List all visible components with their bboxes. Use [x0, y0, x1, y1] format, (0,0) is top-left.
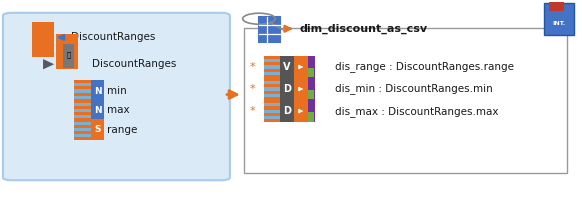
Text: DiscountRanges: DiscountRanges: [92, 59, 176, 69]
Text: V: V: [283, 62, 290, 72]
FancyBboxPatch shape: [308, 100, 315, 122]
FancyBboxPatch shape: [244, 28, 567, 173]
Text: dim_discount_as_csv: dim_discount_as_csv: [300, 24, 428, 34]
FancyBboxPatch shape: [264, 56, 280, 78]
FancyBboxPatch shape: [280, 100, 294, 122]
FancyBboxPatch shape: [74, 80, 91, 102]
Text: max: max: [107, 105, 129, 115]
Text: N: N: [94, 106, 102, 115]
FancyBboxPatch shape: [74, 99, 91, 103]
Text: *: *: [249, 84, 255, 94]
Polygon shape: [43, 59, 54, 69]
Text: *: *: [249, 62, 255, 72]
FancyBboxPatch shape: [264, 56, 280, 59]
Text: min: min: [107, 86, 126, 96]
FancyBboxPatch shape: [74, 80, 91, 83]
FancyBboxPatch shape: [308, 90, 314, 99]
Text: range: range: [107, 125, 137, 135]
FancyBboxPatch shape: [264, 78, 280, 81]
FancyBboxPatch shape: [264, 84, 280, 87]
FancyBboxPatch shape: [74, 86, 91, 89]
FancyBboxPatch shape: [32, 22, 54, 57]
FancyBboxPatch shape: [294, 56, 308, 78]
FancyBboxPatch shape: [74, 99, 91, 102]
Text: dis_min : DiscountRanges.min: dis_min : DiscountRanges.min: [335, 84, 492, 95]
Text: S: S: [94, 125, 101, 134]
FancyBboxPatch shape: [56, 34, 78, 69]
Text: 🔑: 🔑: [66, 52, 71, 58]
FancyBboxPatch shape: [308, 56, 315, 78]
FancyBboxPatch shape: [280, 78, 294, 100]
FancyBboxPatch shape: [259, 17, 280, 42]
FancyBboxPatch shape: [3, 13, 230, 180]
FancyBboxPatch shape: [91, 119, 104, 140]
FancyBboxPatch shape: [74, 118, 91, 121]
FancyBboxPatch shape: [294, 78, 308, 100]
FancyBboxPatch shape: [264, 75, 280, 78]
FancyBboxPatch shape: [74, 125, 91, 128]
FancyBboxPatch shape: [308, 112, 314, 122]
FancyBboxPatch shape: [74, 131, 91, 134]
FancyBboxPatch shape: [549, 2, 564, 11]
Text: INT.: INT.: [553, 21, 566, 26]
FancyBboxPatch shape: [32, 22, 42, 30]
Text: dis_range : DiscountRanges.range: dis_range : DiscountRanges.range: [335, 61, 514, 72]
FancyBboxPatch shape: [56, 35, 66, 42]
Text: D: D: [283, 106, 291, 116]
Text: dis_max : DiscountRanges.max: dis_max : DiscountRanges.max: [335, 106, 498, 117]
FancyBboxPatch shape: [308, 78, 315, 100]
FancyBboxPatch shape: [264, 62, 280, 65]
Text: *: *: [249, 106, 255, 116]
FancyBboxPatch shape: [74, 112, 91, 115]
Text: N: N: [94, 86, 102, 96]
FancyBboxPatch shape: [544, 3, 574, 35]
FancyBboxPatch shape: [264, 100, 280, 103]
Text: DiscountRanges: DiscountRanges: [71, 33, 155, 42]
FancyBboxPatch shape: [91, 99, 104, 121]
FancyBboxPatch shape: [264, 91, 280, 94]
FancyBboxPatch shape: [74, 137, 91, 140]
FancyBboxPatch shape: [264, 100, 280, 122]
FancyBboxPatch shape: [294, 100, 308, 122]
FancyBboxPatch shape: [264, 78, 280, 100]
FancyBboxPatch shape: [264, 113, 280, 116]
FancyBboxPatch shape: [264, 106, 280, 110]
Text: D: D: [283, 84, 291, 94]
FancyBboxPatch shape: [264, 119, 280, 122]
FancyBboxPatch shape: [264, 69, 280, 72]
FancyBboxPatch shape: [308, 68, 314, 77]
FancyBboxPatch shape: [74, 99, 91, 121]
FancyBboxPatch shape: [74, 106, 91, 109]
FancyBboxPatch shape: [74, 119, 91, 140]
FancyBboxPatch shape: [74, 93, 91, 96]
FancyBboxPatch shape: [280, 56, 294, 78]
FancyBboxPatch shape: [63, 44, 74, 68]
FancyBboxPatch shape: [74, 119, 91, 122]
FancyBboxPatch shape: [264, 97, 280, 100]
FancyBboxPatch shape: [91, 80, 104, 102]
